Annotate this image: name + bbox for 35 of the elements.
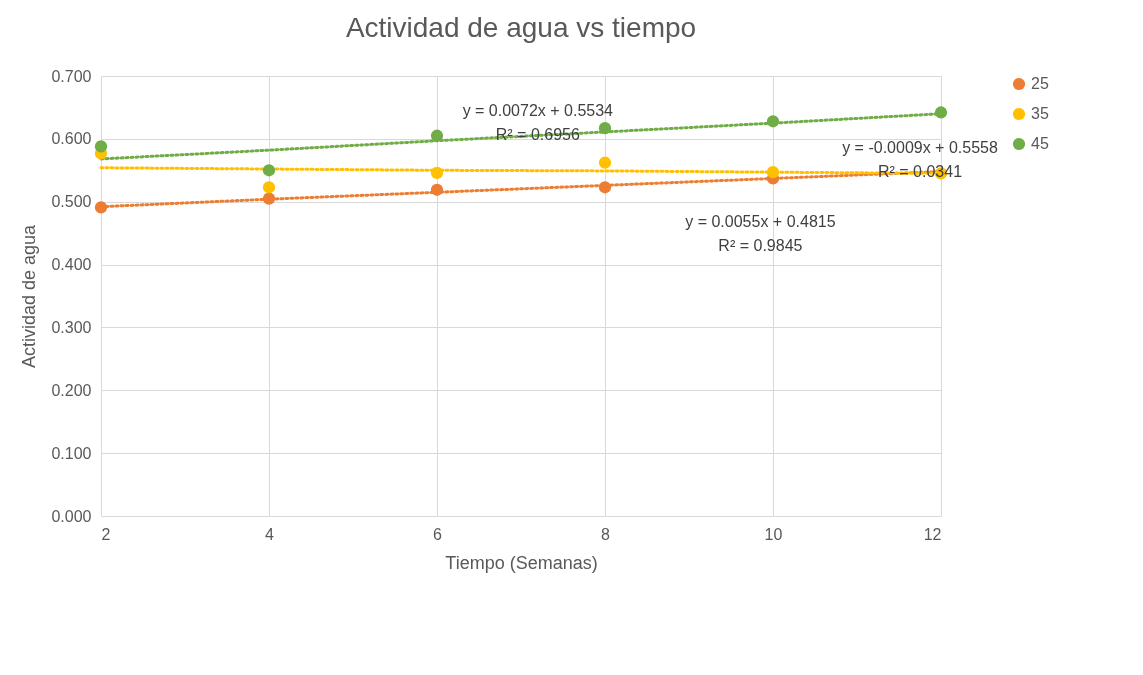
point xyxy=(598,122,612,135)
y-tick-label: 0.300 xyxy=(51,318,92,336)
point xyxy=(934,106,948,119)
y-tick-label: 0.000 xyxy=(51,507,92,525)
point xyxy=(766,166,780,179)
x-tick-label: 4 xyxy=(265,525,275,543)
x-tick-label: 12 xyxy=(923,525,942,543)
y-tick-label: 0.200 xyxy=(51,381,92,399)
point xyxy=(262,192,276,205)
point xyxy=(430,129,444,142)
point xyxy=(262,164,276,177)
x-tick-label: 10 xyxy=(764,525,783,543)
x-tick-label: 8 xyxy=(601,525,611,543)
point xyxy=(598,156,612,169)
y-tick-label: 0.700 xyxy=(51,67,92,85)
point xyxy=(94,140,108,153)
y-tick-label: 0.400 xyxy=(51,256,92,274)
x-axis-title: Tiempo (Semanas) xyxy=(445,552,598,573)
point xyxy=(766,115,780,128)
legend-label: 25 xyxy=(1031,75,1049,92)
chart-title: Actividad de agua vs tiempo xyxy=(345,12,697,43)
annotation: y = 0.0055x + 0.4815 R² = 0.9845 xyxy=(685,213,836,255)
point xyxy=(430,183,444,196)
y-tick-label: 0.600 xyxy=(51,130,92,148)
point xyxy=(598,181,612,194)
point xyxy=(262,181,276,194)
x-tick-label: 6 xyxy=(433,525,443,543)
point xyxy=(94,201,108,214)
y-tick-label: 0.100 xyxy=(51,444,92,462)
y-axis-title: Actividad de agua xyxy=(19,223,40,369)
y-tick-label: 0.500 xyxy=(51,193,92,211)
legend-label: 35 xyxy=(1031,105,1049,122)
point xyxy=(430,166,444,179)
x-tick-label: 2 xyxy=(101,525,111,543)
legend-label: 45 xyxy=(1031,135,1049,152)
